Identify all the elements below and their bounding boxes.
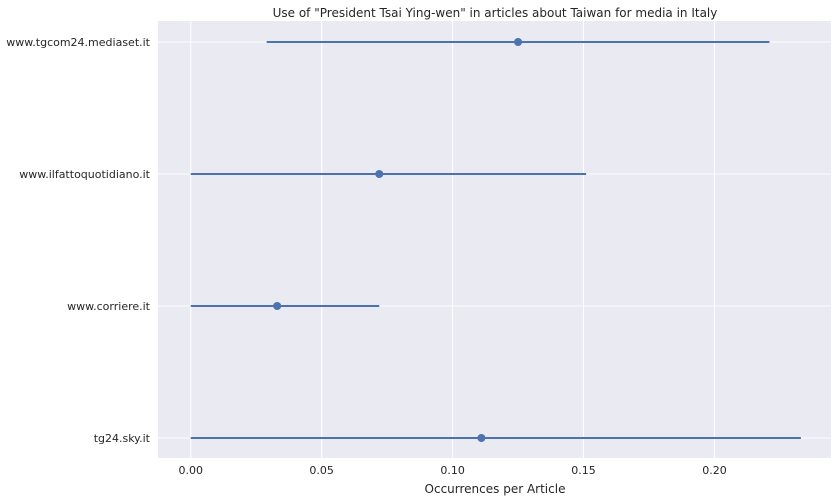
- plot-background: [158, 21, 831, 458]
- x-tick-label: 0.10: [440, 464, 465, 477]
- data-point: [273, 302, 282, 310]
- data-point: [375, 170, 384, 178]
- y-tick-labels: www.tgcom24.mediaset.it www.ilfattoquotid…: [6, 36, 150, 445]
- y-tick-label: www.ilfattoquotidiano.it: [19, 168, 150, 181]
- y-tick-label: www.tgcom24.mediaset.it: [6, 36, 150, 49]
- chart-title: Use of "President Tsai Ying-wen" in arti…: [273, 6, 718, 20]
- x-tick-label: 0.05: [309, 464, 334, 477]
- x-axis-label: Occurrences per Article: [425, 482, 566, 496]
- x-tick-label: 0.15: [571, 464, 596, 477]
- x-tick-label: 0.00: [178, 464, 203, 477]
- data-point: [477, 434, 486, 442]
- x-tick-label: 0.20: [702, 464, 727, 477]
- data-marks: [190, 38, 801, 442]
- data-point: [514, 38, 523, 46]
- y-tick-label: tg24.sky.it: [94, 432, 151, 445]
- x-tick-labels: 0.00 0.05 0.10 0.15 0.20: [178, 464, 726, 477]
- y-tick-label: www.corriere.it: [67, 300, 151, 313]
